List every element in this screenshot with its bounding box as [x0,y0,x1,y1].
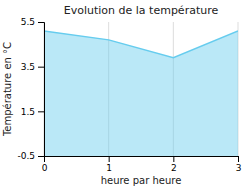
marks [44,31,238,156]
tick-label: 0 [42,163,48,173]
axis-line [38,23,45,157]
tick: 2 [171,156,177,173]
title: Evolution de la température [64,4,219,17]
tick-mark [38,156,44,157]
tick-label: 3 [236,163,242,173]
tick-mark [173,156,174,162]
plot: 0 1 2 3 -0.5 1.5 3.5 5.5 [17,17,241,173]
tick: -0.5 [17,151,44,161]
x-axis-title: heure par heure [101,175,182,186]
tick: 1 [106,156,112,173]
tick: 3 [236,156,242,173]
grid [44,22,238,156]
chart: 0 1 2 3 -0.5 1.5 3.5 5.5 Evolution de la tempéra… [0,0,250,188]
tick-label: -0.5 [17,151,35,161]
tick-mark [38,111,44,112]
tick: 5.5 [21,17,44,27]
y-axis: -0.5 1.5 3.5 5.5 [17,17,44,161]
tick-label: 3.5 [21,62,35,72]
tick-label: 1 [106,163,112,173]
tick: 1.5 [21,107,44,117]
tick-mark [38,67,44,68]
tick: 3.5 [21,62,44,72]
tick: 0 [42,156,48,173]
x-axis: 0 1 2 3 [42,156,242,173]
axis-line [45,157,239,163]
line [44,31,238,58]
tick-mark [38,22,44,23]
y-axis-title: Température en °C [2,42,13,137]
tick-mark [238,156,239,162]
tick-mark [109,156,110,162]
area [44,31,238,156]
tick-label: 1.5 [21,107,35,117]
tick-label: 2 [171,163,177,173]
tick-label: 5.5 [21,17,35,27]
